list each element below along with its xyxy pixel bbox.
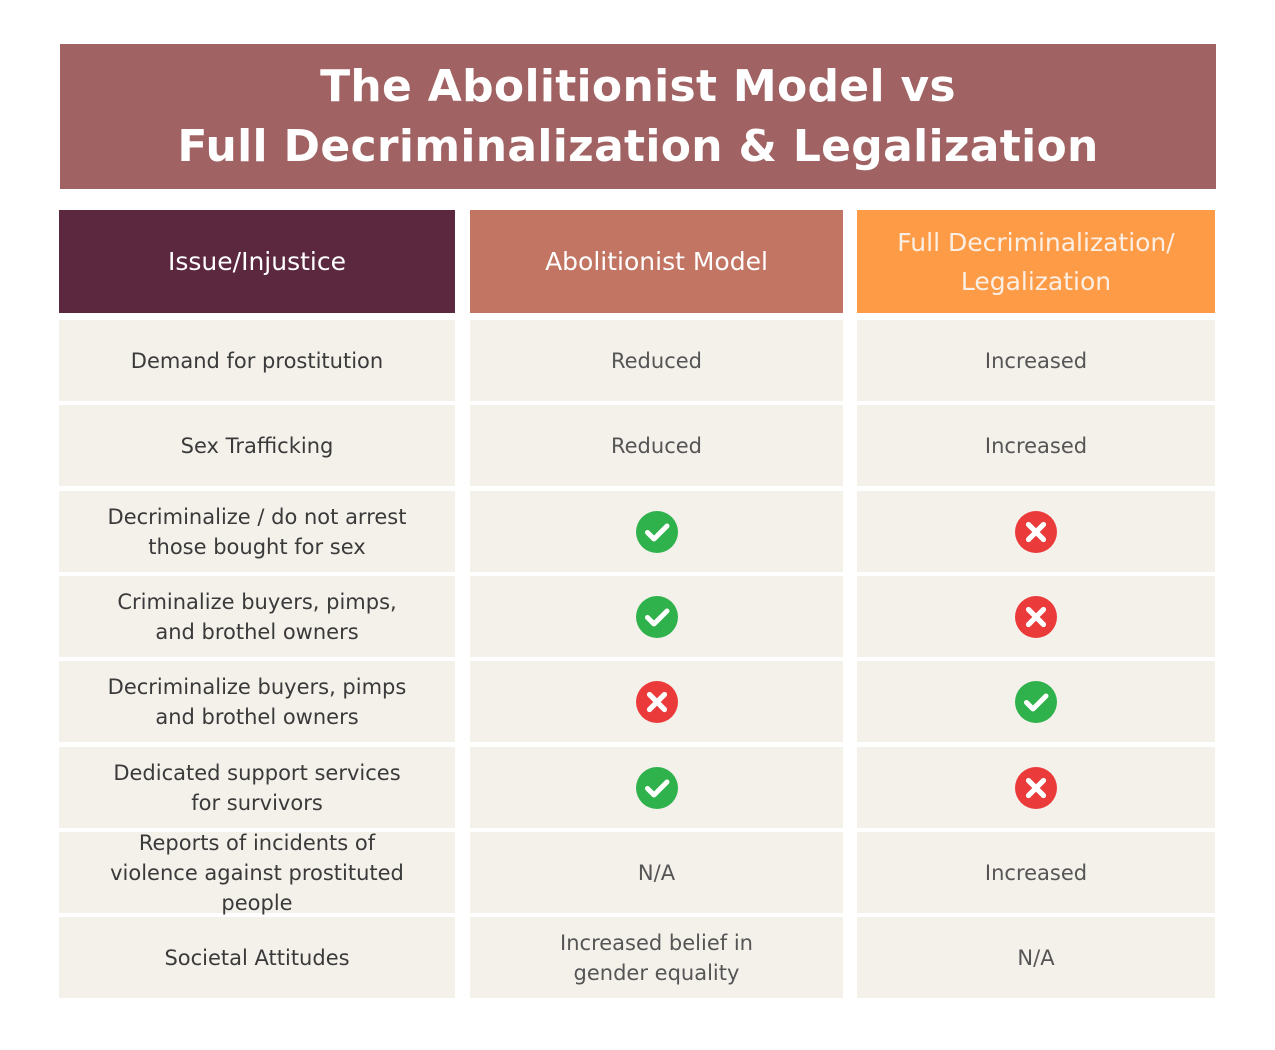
row-3-abolitionist-cell	[470, 491, 843, 572]
cross-icon	[635, 680, 678, 723]
full-value: Increased	[984, 860, 1088, 885]
title-banner: The Abolitionist Model vs Full Decrimina…	[60, 44, 1216, 189]
row-2-abolitionist-cell: Reduced	[470, 405, 843, 486]
issue-label: Dedicated support services for survivors	[113, 760, 401, 815]
row-8-abolitionist-cell: Increased belief in gender equality	[470, 917, 843, 998]
abolitionist-value: Reduced	[610, 348, 702, 373]
row-4-issue-cell: Criminalize buyers, pimps, and brothel o…	[59, 576, 455, 657]
row-7-abolitionist-cell: N/A	[470, 832, 843, 913]
row-6-issue-cell: Dedicated support services for survivors	[59, 747, 455, 828]
header-abolitionist-model: Abolitionist Model	[470, 210, 843, 313]
header-full-decriminalization: Full Decriminalization/ Legalization	[857, 210, 1215, 313]
cross-icon	[1015, 766, 1057, 809]
full-value: N/A	[1017, 945, 1055, 970]
header-issue-injustice: Issue/Injustice	[59, 210, 455, 313]
title-line-2: Full Decriminalization & Legalization	[177, 120, 1099, 172]
row-5-abolitionist-cell	[470, 661, 843, 742]
row-6-abolitionist-cell	[470, 747, 843, 828]
row-5-issue-cell: Decriminalize buyers, pimps and brothel …	[59, 661, 455, 742]
row-4-abolitionist-cell	[470, 576, 843, 657]
cross-icon	[1015, 510, 1057, 553]
issue-label: Demand for prostitution	[130, 348, 384, 373]
title-line-1: The Abolitionist Model vs	[320, 60, 956, 112]
header-issue-label: Issue/Injustice	[168, 247, 346, 276]
row-1-abolitionist-cell: Reduced	[470, 320, 843, 401]
issue-label: Criminalize buyers, pimps, and brothel o…	[117, 589, 397, 644]
issue-label: Reports of incidents of violence against…	[110, 830, 404, 915]
row-2-issue-cell: Sex Trafficking	[59, 405, 455, 486]
row-3-issue-cell: Decriminalize / do not arrest those boug…	[59, 491, 455, 572]
abolitionist-value: N/A	[637, 860, 676, 885]
cross-icon	[1015, 595, 1057, 638]
row-8-issue-cell: Societal Attitudes	[59, 917, 455, 998]
row-4-full-cell	[857, 576, 1215, 657]
row-7-full-cell: Increased	[857, 832, 1215, 913]
check-icon	[635, 766, 678, 809]
header-abolitionist-label: Abolitionist Model	[545, 247, 768, 276]
row-6-full-cell	[857, 747, 1215, 828]
row-5-full-cell	[857, 661, 1215, 742]
issue-label: Sex Trafficking	[180, 433, 334, 458]
full-value: Increased	[984, 433, 1088, 458]
row-3-full-cell	[857, 491, 1215, 572]
check-icon	[1015, 680, 1057, 723]
row-8-full-cell: N/A	[857, 917, 1215, 998]
issue-label: Decriminalize / do not arrest those boug…	[107, 504, 407, 559]
abolitionist-value: Increased belief in gender equality	[560, 930, 753, 985]
check-icon	[635, 510, 678, 553]
full-value: Increased	[984, 348, 1088, 373]
issue-label: Decriminalize buyers, pimps and brothel …	[107, 674, 407, 729]
row-2-full-cell: Increased	[857, 405, 1215, 486]
row-1-issue-cell: Demand for prostitution	[59, 320, 455, 401]
abolitionist-value: Reduced	[610, 433, 702, 458]
header-full-label: Full Decriminalization/ Legalization	[897, 227, 1175, 296]
check-icon	[635, 595, 678, 638]
row-7-issue-cell: Reports of incidents of violence against…	[59, 831, 455, 915]
issue-label: Societal Attitudes	[164, 945, 350, 970]
row-1-full-cell: Increased	[857, 320, 1215, 401]
